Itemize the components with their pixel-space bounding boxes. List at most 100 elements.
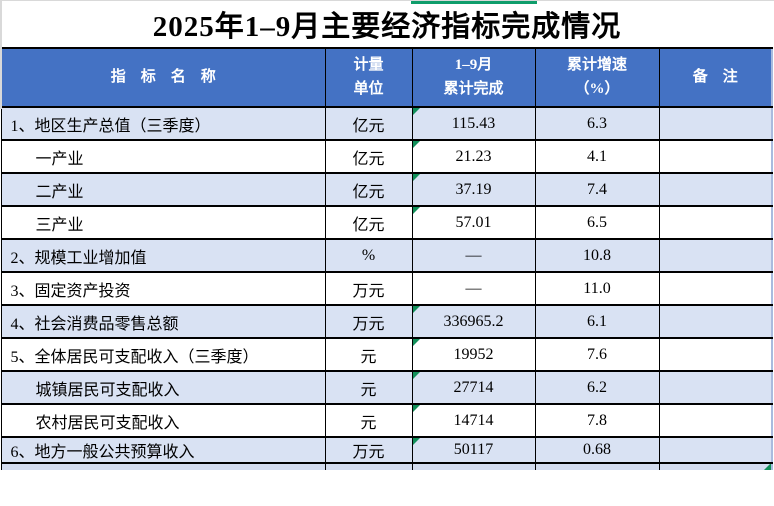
table-row: 三产业 亿元 57.01 6.5 — [0, 205, 772, 240]
value-text: 21.23 — [455, 147, 492, 165]
table-row: 1、地区生产总值（三季度） 亿元 115.43 6.3 — [0, 106, 772, 141]
value-text: 336965.2 — [443, 312, 504, 330]
col-header-growth[interactable]: 累计增速 （%） — [534, 47, 660, 108]
partial-next-row — [0, 462, 772, 470]
value-cell[interactable]: 37.19 — [411, 172, 536, 207]
growth-cell[interactable]: 6.1 — [534, 304, 660, 339]
col-header-indicator[interactable]: 指 标 名 称 — [0, 47, 326, 108]
value-cell[interactable]: 27714 — [411, 370, 536, 405]
indicator-cell[interactable]: 三产业 — [0, 205, 326, 240]
selection-edge-mark — [411, 1, 537, 4]
col-header-value[interactable]: 1–9月 累计完成 — [411, 47, 536, 108]
growth-cell[interactable]: 11.0 — [534, 271, 660, 306]
value-cell[interactable]: 14714 — [411, 403, 536, 438]
value-text: 19952 — [453, 345, 494, 363]
cell-error-indicator-icon — [413, 340, 420, 346]
value-cell — [411, 462, 536, 470]
table-row: 3、固定资产投资 万元 — 11.0 — [0, 271, 772, 306]
growth-cell[interactable]: 4.1 — [534, 139, 660, 174]
unit-cell[interactable]: 元 — [324, 370, 413, 405]
growth-cell — [534, 462, 660, 470]
value-text: 115.43 — [451, 114, 496, 132]
col-header-note[interactable]: 备 注 — [658, 47, 772, 108]
indicators-table: 指 标 名 称 计量 单位 1–9月 累计完成 累计增速 （%） 备 注 1、地… — [0, 47, 773, 470]
value-cell[interactable]: — — [411, 238, 536, 273]
unit-cell[interactable]: 万元 — [324, 304, 413, 339]
growth-cell[interactable]: 0.68 — [534, 436, 660, 464]
table-row: 农村居民可支配收入元 14714 7.8 — [0, 403, 772, 438]
note-cell[interactable] — [658, 271, 772, 306]
unit-cell[interactable]: 元 — [324, 337, 413, 372]
indicator-cell[interactable]: 4、社会消费品零售总额 — [0, 304, 326, 339]
cell-error-indicator-icon — [413, 208, 420, 214]
indicator-cell[interactable]: 城镇居民可支配收入 — [0, 370, 326, 405]
unit-cell[interactable]: 亿元 — [324, 139, 413, 174]
value-text: — — [465, 279, 482, 297]
growth-cell[interactable]: 7.4 — [534, 172, 660, 207]
note-cell[interactable] — [658, 370, 772, 405]
indicator-cell[interactable]: 6、地方一般公共预算收入 — [0, 436, 326, 464]
value-cell[interactable]: 336965.2 — [411, 304, 536, 339]
table-row: 二产业 亿元 37.19 7.4 — [0, 172, 772, 207]
value-text: — — [465, 246, 482, 264]
indicator-cell[interactable]: 二产业 — [0, 172, 326, 207]
indicator-cell — [0, 462, 326, 470]
note-cell[interactable] — [658, 172, 772, 207]
value-text: 14714 — [453, 411, 494, 429]
value-cell[interactable]: — — [411, 271, 536, 306]
note-cell[interactable] — [658, 436, 772, 464]
indicator-cell[interactable]: 一产业 — [0, 139, 326, 174]
sheet-edge — [0, 1, 2, 109]
value-text: 50117 — [453, 441, 494, 458]
indicator-cell[interactable]: 1、地区生产总值（三季度） — [0, 106, 326, 141]
growth-cell[interactable]: 6.2 — [534, 370, 660, 405]
table-row: 5、全体居民可支配收入（三季度）元 19952 7.6 — [0, 337, 772, 372]
value-cell[interactable]: 115.43 — [411, 106, 536, 141]
cell-error-indicator-icon — [413, 307, 420, 313]
cell-error-indicator-icon — [413, 142, 420, 148]
table-row: 2、规模工业增加值% — 10.8 — [0, 238, 772, 273]
note-cell — [658, 462, 772, 470]
table-row: 6、地方一般公共预算收入 万元 50117 0.68 — [0, 436, 772, 464]
growth-cell[interactable]: 6.5 — [534, 205, 660, 240]
page-title[interactable]: 2025年1–9月主要经济指标完成情况 — [152, 11, 622, 43]
col-header-unit[interactable]: 计量 单位 — [324, 47, 413, 108]
note-cell[interactable] — [658, 337, 772, 372]
note-cell[interactable] — [658, 106, 772, 141]
unit-cell — [324, 462, 413, 470]
growth-cell[interactable]: 6.3 — [534, 106, 660, 141]
indicator-cell[interactable]: 2、规模工业增加值 — [0, 238, 326, 273]
table-body: 1、地区生产总值（三季度） 亿元 115.43 6.3 一产业 亿元 21.23 4.1 二产业… — [0, 106, 772, 470]
unit-cell[interactable]: % — [324, 238, 413, 273]
value-cell[interactable]: 50117 — [411, 436, 536, 464]
unit-cell[interactable]: 元 — [324, 403, 413, 438]
indicator-cell[interactable]: 3、固定资产投资 — [0, 271, 326, 306]
note-cell[interactable] — [658, 403, 772, 438]
growth-cell[interactable]: 10.8 — [534, 238, 660, 273]
value-text: 37.19 — [455, 180, 492, 198]
unit-cell[interactable]: 亿元 — [324, 106, 413, 141]
growth-cell[interactable]: 7.8 — [534, 403, 660, 438]
indicator-cell[interactable]: 5、全体居民可支配收入（三季度） — [0, 337, 326, 372]
note-cell[interactable] — [658, 238, 772, 273]
unit-cell[interactable]: 亿元 — [324, 205, 413, 240]
cell-error-indicator-icon — [413, 439, 420, 445]
note-cell[interactable] — [658, 304, 772, 339]
cell-error-indicator-icon — [413, 406, 420, 412]
indicator-cell[interactable]: 农村居民可支配收入 — [0, 403, 326, 438]
value-text: 57.01 — [455, 213, 492, 231]
unit-cell[interactable]: 亿元 — [324, 172, 413, 207]
value-cell[interactable]: 19952 — [411, 337, 536, 372]
header-row: 指 标 名 称 计量 单位 1–9月 累计完成 累计增速 （%） 备 注 — [0, 47, 772, 108]
table-row: 4、社会消费品零售总额 万元 336965.2 6.1 — [0, 304, 772, 339]
cell-error-indicator-icon — [413, 373, 420, 379]
value-cell[interactable]: 57.01 — [411, 205, 536, 240]
unit-cell[interactable]: 万元 — [324, 436, 413, 464]
note-cell[interactable] — [658, 139, 772, 174]
growth-cell[interactable]: 7.6 — [534, 337, 660, 372]
note-cell[interactable] — [658, 205, 772, 240]
value-cell[interactable]: 21.23 — [411, 139, 536, 174]
unit-cell[interactable]: 万元 — [324, 271, 413, 306]
value-text: 27714 — [453, 378, 494, 396]
